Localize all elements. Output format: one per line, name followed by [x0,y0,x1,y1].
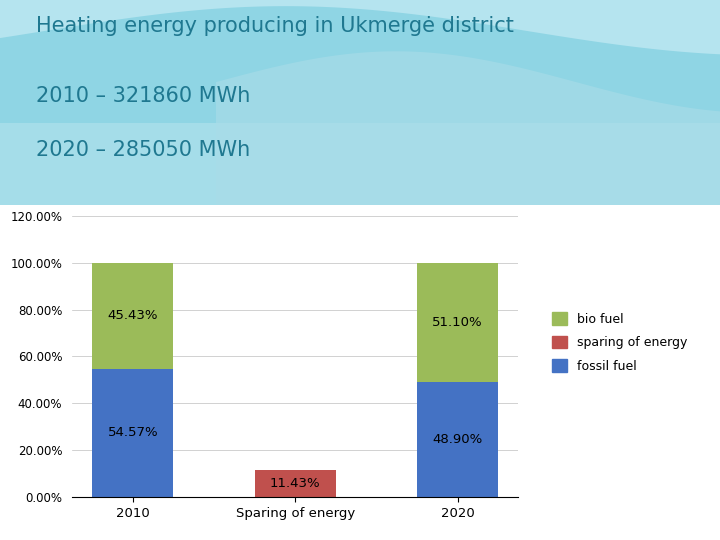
Bar [255,470,336,497]
Bar [417,263,498,382]
Text: 2010 – 321860 MWh: 2010 – 321860 MWh [36,86,251,106]
Bar [92,263,174,369]
Text: 11.43%: 11.43% [270,477,320,490]
Polygon shape [0,0,720,123]
Polygon shape [0,6,720,205]
Bar [417,382,498,497]
Legend: bio fuel, sparing of energy, fossil fuel: bio fuel, sparing of energy, fossil fuel [547,307,693,378]
Text: 51.10%: 51.10% [432,316,483,329]
Text: 45.43%: 45.43% [107,309,158,322]
Text: 2020 – 285050 MWh: 2020 – 285050 MWh [36,140,251,160]
Text: Heating energy producing in Ukmergė district: Heating energy producing in Ukmergė dist… [36,16,514,36]
Text: 54.57%: 54.57% [107,427,158,440]
Text: 48.90%: 48.90% [433,433,482,446]
Polygon shape [216,51,720,205]
Bar [92,369,174,497]
